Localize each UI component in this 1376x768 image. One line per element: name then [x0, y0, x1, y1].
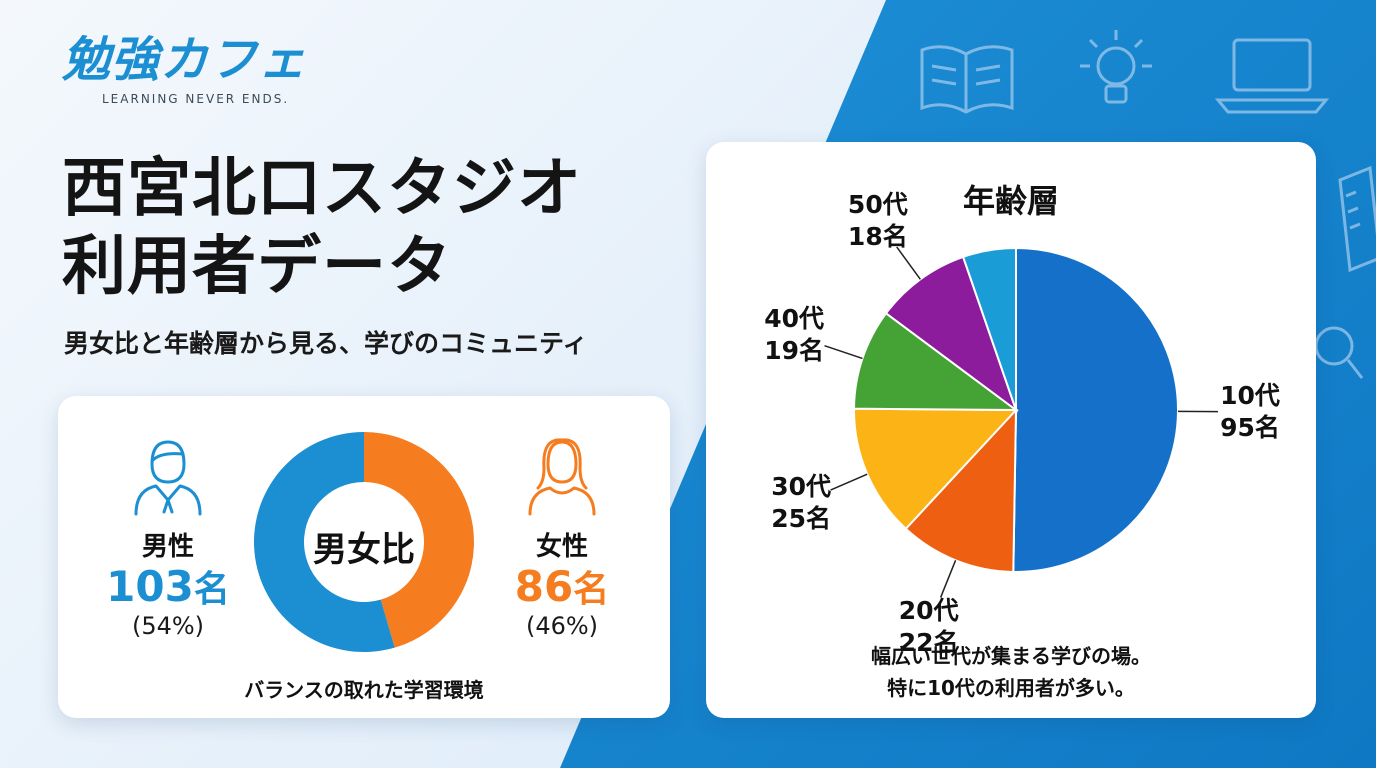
- female-person-icon: [528, 438, 596, 516]
- donut-center-label: 男女比: [313, 530, 415, 570]
- age-caption-line-1: 幅広い世代が集まる学びの場。: [871, 644, 1151, 668]
- donut-slice-female: [364, 432, 474, 648]
- age-value-label: 25名: [771, 503, 832, 533]
- age-slice-2: [853, 407, 1019, 531]
- age-slice-label-1: 20代 22名: [889, 595, 969, 659]
- age-chart-title: 年齢層: [962, 182, 1059, 220]
- gender-caption: バランスの取れた学習環境: [244, 678, 484, 702]
- donut-slice-male: [254, 432, 395, 652]
- title-line-1: 西宮北口スタジオ: [62, 152, 582, 226]
- age-category-label: 10代: [1220, 380, 1280, 410]
- age-value-label: 22名: [898, 628, 959, 658]
- age-slice-0: [1012, 246, 1179, 573]
- age-leader-line-2: [830, 473, 868, 491]
- title-line-2: 利用者データ: [62, 230, 452, 304]
- female-count-value: 86: [514, 562, 574, 611]
- age-category-label: 50代: [847, 190, 908, 220]
- male-percent: (54%): [131, 612, 205, 640]
- page-title: 西宮北口スタジオ 利用者データ: [62, 150, 582, 306]
- age-slice-3: [852, 311, 1020, 412]
- female-count: 86名: [462, 560, 662, 612]
- age-value-label: 18名: [847, 222, 908, 252]
- male-count: 103名: [68, 560, 268, 612]
- age-leader-line-3: [824, 344, 863, 360]
- logo: 勉強カフェ LEARNING NEVER ENDS.: [62, 36, 307, 106]
- male-count-value: 103: [106, 562, 194, 611]
- logo-tagline: LEARNING NEVER ENDS.: [102, 92, 290, 106]
- male-label: 男性: [141, 532, 194, 562]
- logo-name: 勉強カフェ: [62, 32, 308, 88]
- age-value-label: 95名: [1220, 412, 1280, 442]
- female-percent: (46%): [525, 612, 599, 640]
- age-slice-label-2: 30代 25名: [761, 471, 841, 535]
- age-slice-label-0: 10代 95名: [1210, 380, 1290, 444]
- age-category-label: 40代: [764, 304, 825, 334]
- female-label: 女性: [535, 532, 588, 562]
- age-caption: 幅広い世代が集まる学びの場。 特に10代の利用者が多い。: [706, 640, 1316, 704]
- age-caption-line-2: 特に10代の利用者が多い。: [887, 676, 1135, 700]
- age-value-label: 19名: [764, 336, 825, 366]
- age-pie-chart: [824, 246, 1218, 598]
- gender-donut-chart: [254, 432, 474, 652]
- age-slice-5: [961, 246, 1017, 411]
- age-leader-line-4: [896, 246, 921, 280]
- age-category-label: 30代: [771, 471, 832, 501]
- age-slice-label-3: 40代 19名: [754, 303, 834, 367]
- age-leader-line-1: [939, 560, 957, 598]
- page-subtitle: 男女比と年齢層から見る、学びのコミュニティ: [64, 329, 588, 358]
- female-count-unit: 名: [573, 569, 610, 610]
- male-count-unit: 名: [193, 569, 230, 610]
- gender-card: 男性 103名 (54%) 男女比 女性 86名 (46%) バランスの取れた学…: [58, 396, 670, 718]
- age-card: 年齢層 10代 95名 20代 22名 30代 25名 40代 19名 50代 18名 幅広い世代…: [706, 142, 1316, 718]
- age-category-label: 20代: [898, 596, 959, 626]
- age-slice-label-4: 50代 18名: [838, 189, 918, 253]
- male-person-icon: [134, 440, 202, 516]
- age-slice-4: [884, 255, 1019, 413]
